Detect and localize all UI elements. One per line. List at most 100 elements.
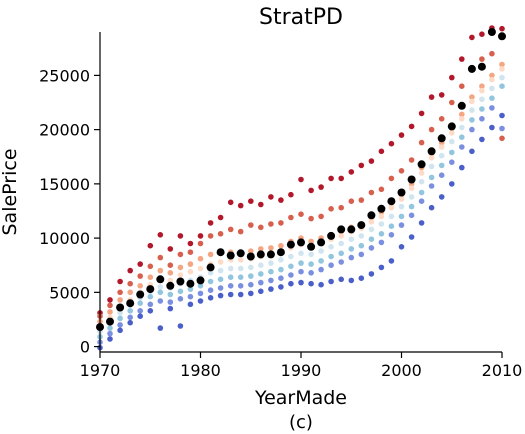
data-point [348,246,355,252]
data-point [298,268,304,275]
data-point [258,246,264,252]
data-point [368,271,375,277]
data-point [268,286,274,292]
data-point [147,293,154,300]
data-point [146,285,155,294]
y-tick-label: 5000 [49,283,90,302]
data-point [207,233,214,239]
data-point [288,280,294,287]
data-point [177,251,184,258]
data-point [127,319,133,326]
data-point [248,222,254,228]
data-point [499,66,505,72]
data-point [318,258,324,264]
data-point [398,132,405,138]
data-point [428,94,435,100]
data-point [298,176,304,183]
data-point [256,250,265,259]
data-point [197,298,204,304]
data-point [117,310,123,316]
data-point [469,148,475,155]
data-point [489,50,495,57]
data-point [288,191,294,198]
data-point [227,226,234,233]
data-point [167,305,174,312]
data-point [268,260,274,266]
data-point [427,147,436,156]
data-point [127,314,133,321]
data-point [288,253,294,260]
data-point [227,274,234,281]
data-point [308,238,314,245]
data-point [207,295,214,301]
data-point [298,260,304,266]
data-point [318,213,324,220]
data-point [147,242,154,249]
data-point [358,275,365,282]
data-point [418,198,425,204]
data-point [469,126,475,133]
data-point [447,122,456,131]
data-point [137,273,143,279]
data-point [278,266,284,273]
data-point [378,148,385,155]
data-point [227,283,234,289]
data-point [337,225,346,234]
data-point [147,308,154,314]
data-point [137,308,143,314]
data-point [459,144,465,150]
data-point [437,134,446,143]
data-point [479,116,485,122]
data-point [197,283,204,289]
data-point [489,124,495,131]
data-point [286,240,295,249]
data-point [298,250,304,257]
data-point [177,264,184,271]
data-point [197,290,204,297]
data-point [487,28,496,36]
data-point [167,299,174,305]
data-point [358,251,365,258]
data-point [358,233,365,239]
data-point [449,99,455,106]
scatter-points [96,25,506,351]
data-point [368,226,375,233]
data-point [147,263,154,270]
data-point [489,85,495,92]
data-point [177,288,184,295]
data-point [268,277,274,284]
data-point [378,186,385,193]
data-point [127,280,133,287]
data-point [368,158,375,164]
data-point [318,266,324,273]
data-point [187,286,194,292]
data-point [328,244,334,250]
data-point [177,233,184,239]
data-point [408,203,415,210]
data-point [367,211,376,220]
data-point [227,199,234,206]
data-point [449,74,455,81]
data-point [308,215,314,222]
data-point [328,278,334,285]
y-tick-label: 20000 [39,121,90,140]
data-point [499,61,505,68]
data-point [449,149,455,156]
data-point [248,198,254,204]
data-point [459,111,465,118]
data-point [117,289,123,296]
data-point [469,117,475,123]
data-point [428,163,435,170]
y-tick-label: 0 [80,338,90,357]
data-point [318,184,324,190]
data-point [266,250,275,259]
data-point [157,284,164,290]
y-tick-label: 10000 [39,229,90,248]
y-axis-label: SalePrice [0,148,21,235]
data-point [467,64,476,73]
data-point [217,267,224,274]
data-point [246,252,255,261]
data-point [358,162,365,169]
data-point [127,308,133,314]
data-point [317,238,326,247]
